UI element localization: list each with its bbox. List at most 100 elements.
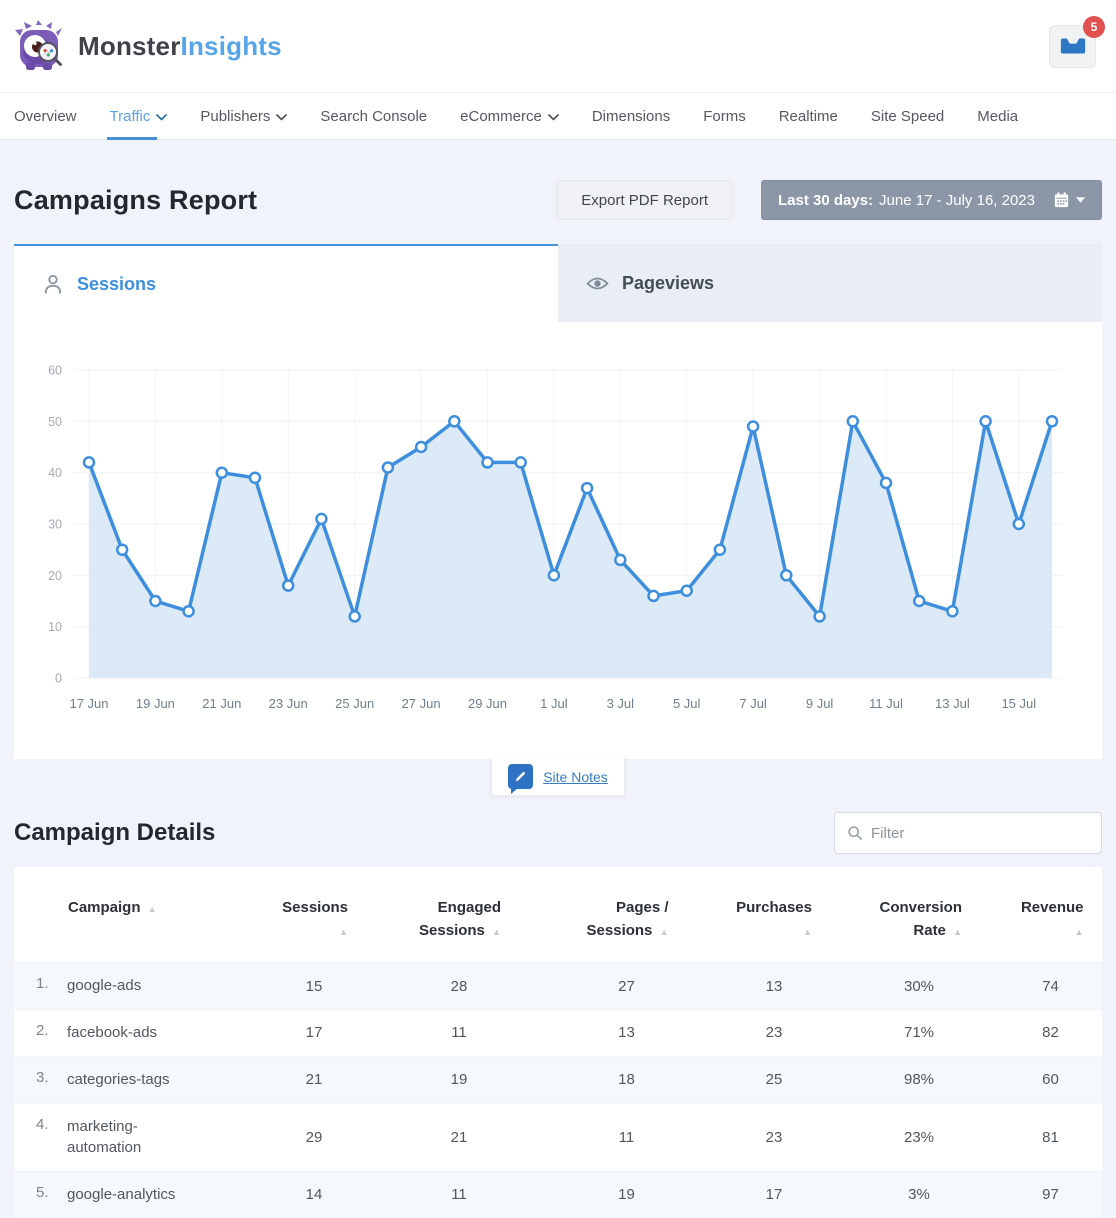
notification-count-badge: 5 — [1083, 15, 1105, 38]
inbox-icon — [1060, 38, 1085, 54]
report-header: Campaigns Report Export PDF Report Last … — [14, 140, 1102, 220]
site-notes-row: Site Notes — [14, 758, 1102, 796]
campaign-cell: 4. marketing-automation — [14, 1104, 254, 1172]
nav-item-publishers[interactable]: Publishers — [200, 93, 288, 139]
svg-text:25 Jun: 25 Jun — [335, 696, 374, 711]
campaign-cell: 5. google-analytics — [14, 1172, 254, 1218]
svg-text:27 Jun: 27 Jun — [402, 696, 441, 711]
svg-text:5 Jul: 5 Jul — [673, 696, 701, 711]
cell-value: 19 — [618, 1186, 635, 1204]
nav-item-ecommerce[interactable]: eCommerce — [460, 93, 559, 139]
tab-pageviews[interactable]: Pageviews — [558, 244, 1102, 322]
campaign-name: google-analytics — [67, 1186, 176, 1203]
cell-value: 13 — [765, 977, 783, 995]
svg-text:1 Jul: 1 Jul — [540, 696, 568, 711]
row-index: 2. — [36, 1022, 49, 1039]
cell-value: 29 — [305, 1128, 323, 1146]
nav-item-site-speed[interactable]: Site Speed — [871, 93, 944, 139]
cell-value: 13 — [618, 1024, 635, 1042]
svg-text:60: 60 — [48, 364, 62, 378]
eye-icon — [586, 277, 609, 289]
nav-item-label: Publishers — [200, 107, 271, 125]
filter-box — [834, 812, 1102, 854]
report-content: Campaigns Report Export PDF Report Last … — [0, 140, 1116, 1218]
export-pdf-button[interactable]: Export PDF Report — [556, 180, 733, 220]
site-notes-button[interactable]: Site Notes — [491, 758, 625, 796]
campaign-name: marketing-automation — [67, 1117, 142, 1157]
svg-text:15 Jul: 15 Jul — [1001, 696, 1036, 711]
cell-value: 30% — [903, 977, 935, 995]
column-header-conversion-rate[interactable]: Conversion Rate ▲ — [879, 899, 962, 939]
sort-arrow-icon: ▲ — [147, 904, 157, 914]
campaign-cell: 1. google-ads — [14, 963, 254, 1009]
sort-arrow-icon: ▲ — [339, 926, 348, 937]
cell-value: 19 — [450, 1071, 468, 1089]
date-range-button[interactable]: Last 30 days: June 17 - July 16, 2023 — [761, 180, 1102, 220]
monsterinsights-logo-icon — [15, 20, 62, 70]
metric-tabs: Sessions Pageviews — [14, 244, 1102, 322]
table-body: 1. google-ads 15 28 27 13 30% 74 2. facebook-ads 1… — [14, 963, 1102, 1218]
column-header-revenue[interactable]: Revenue ▲ — [1020, 899, 1084, 937]
nav-item-label: eCommerce — [460, 107, 542, 125]
svg-text:40: 40 — [48, 466, 62, 480]
cell-value: 11 — [618, 1128, 635, 1146]
svg-text:21 Jun: 21 Jun — [202, 696, 241, 711]
nav-item-label: Overview — [14, 107, 77, 125]
svg-text:17 Jun: 17 Jun — [69, 696, 108, 711]
site-notes-link[interactable]: Site Notes — [543, 768, 608, 785]
cell-value: 28 — [450, 977, 468, 995]
column-header-sessions[interactable]: Sessions ▲ — [282, 899, 348, 937]
nav-item-label: Site Speed — [870, 107, 945, 125]
campaign-name: facebook-ads — [67, 1024, 158, 1041]
nav-item-search-console[interactable]: Search Console — [320, 93, 427, 139]
campaign-details-title: Campaign Details — [14, 819, 216, 846]
svg-text:20: 20 — [48, 569, 62, 583]
column-header-pages-sessions[interactable]: Pages / Sessions ▲ — [586, 899, 669, 939]
calendar-icon — [1054, 192, 1069, 208]
cell-value: 82 — [1042, 1024, 1059, 1042]
nav-item-label: Realtime — [778, 107, 838, 125]
filter-input[interactable] — [871, 824, 1089, 842]
details-header: Campaign Details — [14, 812, 1102, 854]
nav-item-traffic[interactable]: Traffic — [106, 93, 168, 140]
cell-value: 21 — [450, 1128, 468, 1146]
cell-value: 23% — [903, 1128, 935, 1146]
sort-arrow-icon: ▲ — [492, 926, 501, 937]
column-header-purchases[interactable]: Purchases ▲ — [736, 899, 812, 937]
date-range-label: Last 30 days: — [778, 191, 874, 209]
nav-item-dimensions[interactable]: Dimensions — [592, 93, 670, 139]
cell-value: 21 — [305, 1071, 323, 1089]
cell-value: 11 — [451, 1024, 467, 1042]
svg-text:7 Jul: 7 Jul — [739, 696, 767, 711]
sessions-line-chart: 0 10 20 30 40 50 60 17 Jun 19 Jun 21 Jun 23 Jun 25 … — [14, 356, 1102, 756]
nav-item-forms[interactable]: Forms — [703, 93, 746, 139]
cell-value: 81 — [1042, 1128, 1059, 1146]
row-index: 3. — [36, 1068, 49, 1086]
nav-item-media[interactable]: Media — [977, 93, 1018, 139]
cell-value: 23 — [765, 1024, 783, 1042]
campaign-name: categories-tags — [67, 1070, 170, 1088]
cell-value: 25 — [765, 1071, 783, 1089]
sessions-chart-card: 0 10 20 30 40 50 60 17 Jun 19 Jun 21 Jun 23 Jun 25 … — [14, 322, 1102, 759]
column-header-engaged-sessions[interactable]: Engaged Sessions ▲ — [419, 899, 501, 939]
svg-text:10: 10 — [48, 620, 62, 634]
campaign-cell: 2. facebook-ads — [14, 1010, 254, 1056]
cell-value: 71% — [903, 1024, 935, 1042]
cell-value: 74 — [1042, 977, 1059, 995]
cell-value: 27 — [618, 977, 635, 995]
notifications-button[interactable]: 5 — [1049, 15, 1105, 68]
sort-arrow-icon: ▲ — [953, 926, 962, 937]
sort-arrow-icon: ▲ — [1074, 926, 1084, 937]
nav-item-label: Search Console — [320, 107, 428, 125]
nav-item-realtime[interactable]: Realtime — [779, 93, 838, 139]
chevron-down-icon — [547, 113, 559, 120]
chevron-down-icon — [1076, 197, 1085, 203]
main-nav: Overview Traffic Publishers Search Console e… — [0, 92, 1116, 140]
column-header-campaign[interactable]: Campaign ▲ — [68, 899, 157, 916]
tab-sessions[interactable]: Sessions — [14, 244, 558, 322]
svg-text:29 Jun: 29 Jun — [468, 696, 507, 711]
cell-value: 3% — [908, 1186, 930, 1204]
svg-text:9 Jul: 9 Jul — [806, 696, 834, 711]
nav-item-overview[interactable]: Overview — [14, 93, 77, 139]
table-row: 4. marketing-automation 29 21 11 23 23% 81 — [14, 1102, 1102, 1172]
